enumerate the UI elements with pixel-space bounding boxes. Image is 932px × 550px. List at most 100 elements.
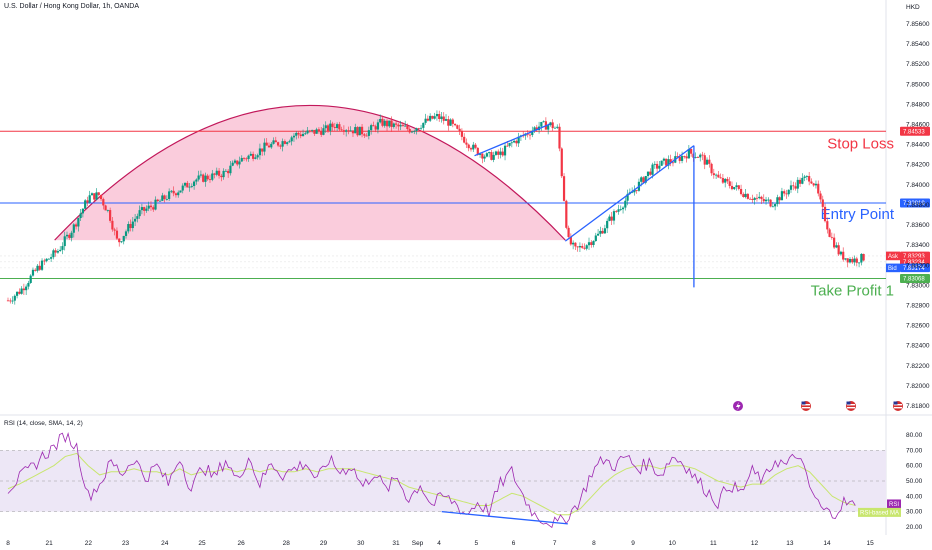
trend-line[interactable] [564, 145, 695, 242]
candle-body [183, 182, 187, 186]
candle-body [111, 220, 114, 230]
us-flag-stripe [802, 404, 810, 406]
candle-body [467, 144, 470, 149]
candle-body [133, 218, 137, 222]
candle-body [233, 160, 237, 163]
candle-body [513, 140, 516, 143]
candle-body [460, 130, 464, 137]
candle-body [792, 185, 795, 187]
candle-body [286, 142, 289, 144]
candle-body [363, 134, 366, 136]
candle-body [501, 151, 504, 156]
candle-body [833, 237, 836, 248]
candle-body [503, 145, 507, 156]
candle-body [331, 123, 334, 127]
candle-body [224, 170, 227, 172]
time-tick-label: 9 [631, 540, 635, 547]
event-icons[interactable] [733, 401, 903, 411]
candle-body [572, 242, 575, 245]
candle-body [417, 128, 420, 129]
candle-body [596, 233, 600, 236]
time-axis[interactable]: 8 21 22 23 24 25 26 28 29 30 31 Sep 4 5 6 7 8 9 10 11 12 13 14… [6, 540, 874, 547]
price-tick-label: 7.84000 [906, 182, 930, 189]
candle-body [440, 116, 443, 120]
candle-body [281, 141, 284, 147]
candle-body [38, 265, 41, 270]
candle-body [435, 113, 439, 117]
candle-body [547, 125, 550, 130]
time-tick-label: 8 [6, 540, 10, 547]
candle-body [388, 120, 391, 127]
time-tick-label: 30 [357, 540, 365, 547]
candle-body [669, 159, 672, 163]
candle-body [220, 175, 223, 178]
rsi-title[interactable]: RSI (14, close, SMA, 14, 2) [4, 420, 83, 427]
candle-body [43, 260, 46, 262]
candle-body [451, 119, 454, 124]
candle-body [317, 129, 321, 131]
candle-body [835, 245, 838, 248]
us-flag-stripe [802, 407, 810, 409]
price-tick-label: 7.85600 [906, 21, 930, 28]
candle-body [846, 258, 849, 263]
candle-body [778, 197, 781, 201]
candle-body [640, 177, 643, 182]
candle-body [624, 200, 627, 208]
candle-body [499, 151, 502, 155]
level-lines[interactable]: 7.84533 Stop Loss 7.83819 Entry Point 7.8306… [0, 126, 930, 300]
candle-body [261, 148, 264, 152]
candle-body [77, 218, 80, 227]
rsi-tick-label: 60.00 [906, 463, 923, 470]
candle-body [122, 235, 125, 242]
candle-body [644, 176, 647, 183]
candle-body [390, 120, 393, 127]
candle-body [15, 291, 19, 296]
time-tick-label: 15 [867, 540, 875, 547]
candle-body [855, 258, 858, 263]
stop-loss-annotation: Stop Loss [827, 135, 894, 152]
candle-body [696, 157, 700, 158]
candle-body [808, 176, 811, 182]
quote-price-label: 7.83174 [903, 266, 925, 272]
candle-body [292, 135, 296, 138]
candle-body [431, 115, 434, 119]
time-tick-label: 6 [512, 540, 516, 547]
trend-line[interactable] [474, 123, 551, 157]
rsi-ma-line [7, 452, 856, 516]
candle-body [288, 141, 291, 143]
time-tick-label: 12 [751, 540, 759, 547]
candle-body [65, 234, 69, 237]
candle-body [29, 275, 32, 283]
candle-body [324, 125, 327, 129]
candle-body [34, 269, 37, 271]
candle-body [819, 193, 822, 200]
candle-body [206, 175, 209, 180]
price-axis[interactable]: 7.85600 7.85400 7.85200 7.85000 7.84800 7.846… [906, 21, 930, 410]
candle-body [177, 192, 180, 196]
trend-lines[interactable] [474, 123, 695, 288]
candle-body [72, 224, 75, 233]
rsi-divergence-line[interactable] [441, 510, 568, 525]
candle-body [481, 153, 484, 159]
candle-body [603, 228, 606, 234]
candle-body [733, 187, 736, 190]
candle-body [340, 129, 343, 131]
rounding-top-arc[interactable] [54, 104, 566, 241]
time-tick-label: 10 [669, 540, 677, 547]
candle-body [488, 152, 491, 154]
rounding-top-pattern[interactable] [54, 104, 566, 241]
candle-body [719, 177, 722, 179]
symbol-title[interactable]: U.S. Dollar / Hong Kong Dollar, 1h, OAND… [4, 3, 140, 10]
candle-body [785, 193, 788, 195]
candle-body [279, 145, 282, 147]
candle-body [830, 236, 833, 238]
candle-body [193, 181, 196, 187]
rsi-pane[interactable]: 80.00 70.00 60.00 50.00 40.00 30.00 20.00 RSI RS… [0, 432, 923, 531]
candle-body [27, 282, 30, 287]
time-tick-label: Sep [412, 540, 424, 547]
candle-body [760, 196, 763, 200]
price-tick-label: 7.82600 [906, 323, 930, 330]
candle-body [333, 126, 336, 129]
candle-body [397, 124, 400, 127]
